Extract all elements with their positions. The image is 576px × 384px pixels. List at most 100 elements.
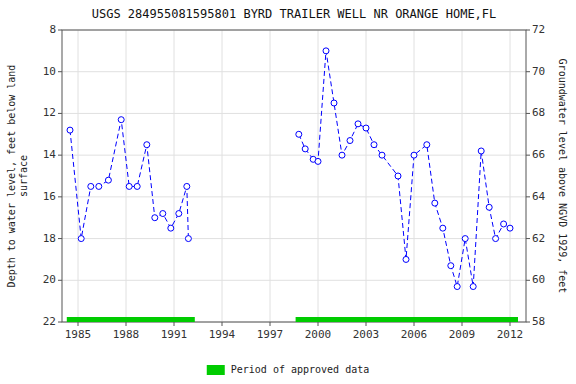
series-point bbox=[315, 158, 321, 164]
y-tick bbox=[58, 280, 62, 281]
series-point bbox=[78, 236, 84, 242]
x-grid-line bbox=[462, 30, 463, 322]
y-tick bbox=[58, 322, 62, 323]
legend-label: Period of approved data bbox=[231, 364, 369, 375]
y-tick-label: 10 bbox=[43, 65, 56, 78]
y-grid-line bbox=[62, 71, 526, 72]
y-tick bbox=[58, 30, 62, 31]
plot-area bbox=[67, 48, 518, 322]
y-tick bbox=[58, 238, 62, 239]
series-point bbox=[432, 200, 438, 206]
y2-tick bbox=[526, 280, 530, 281]
y2-tick-label: 72 bbox=[532, 23, 545, 36]
approved-periods bbox=[67, 317, 518, 322]
x-grid-line bbox=[174, 30, 175, 322]
y-axis-label-line: surface bbox=[18, 155, 29, 197]
y-axis-label: Depth to water level, feet below landsur… bbox=[6, 65, 29, 288]
series-point bbox=[126, 183, 132, 189]
x-tick bbox=[174, 322, 175, 326]
y-tick-label: 18 bbox=[43, 232, 56, 245]
series-point bbox=[363, 125, 369, 131]
y-grid-line bbox=[62, 155, 526, 156]
y2-tick bbox=[526, 155, 530, 156]
x-tick-label: 2012 bbox=[497, 328, 524, 341]
x-tick-label: 2009 bbox=[449, 328, 476, 341]
series-point bbox=[347, 138, 353, 144]
y-tick-label: 22 bbox=[43, 315, 56, 328]
x-tick-label: 1994 bbox=[209, 328, 236, 341]
x-grid-line bbox=[510, 30, 511, 322]
y-tick bbox=[58, 196, 62, 197]
legend-swatch bbox=[207, 365, 225, 375]
series-point bbox=[152, 215, 158, 221]
x-tick-label: 1991 bbox=[161, 328, 188, 341]
x-tick bbox=[126, 322, 127, 326]
series-line bbox=[70, 51, 510, 287]
series-point bbox=[331, 100, 337, 106]
series-point bbox=[355, 121, 361, 127]
x-tick-label: 2003 bbox=[353, 328, 380, 341]
series-point bbox=[323, 48, 329, 54]
series-point bbox=[493, 236, 499, 242]
series-point bbox=[371, 142, 377, 148]
y-tick bbox=[58, 155, 62, 156]
y2-tick-label: 58 bbox=[532, 315, 545, 328]
y2-tick bbox=[526, 196, 530, 197]
series-point bbox=[160, 211, 166, 217]
y-grid-line bbox=[62, 113, 526, 114]
x-tick bbox=[270, 322, 271, 326]
series-point bbox=[339, 152, 345, 158]
x-grid-line bbox=[414, 30, 415, 322]
x-tick-label: 1997 bbox=[257, 328, 284, 341]
series-point bbox=[501, 221, 507, 227]
y-tick bbox=[58, 113, 62, 114]
title: USGS 284955081595801 BYRD TRAILER WELL N… bbox=[92, 7, 497, 21]
y2-axis-label: Groundwater level above NGVD 1929, feet bbox=[557, 59, 568, 294]
series-point bbox=[118, 117, 124, 123]
x-grid-line bbox=[222, 30, 223, 322]
plot-frame bbox=[62, 30, 526, 322]
series-point bbox=[440, 225, 446, 231]
series-point bbox=[379, 152, 385, 158]
y2-tick-label: 66 bbox=[532, 148, 545, 161]
series-point bbox=[105, 177, 111, 183]
y-tick-label: 8 bbox=[49, 23, 56, 36]
y2-tick-label: 70 bbox=[532, 65, 545, 78]
x-grid-line bbox=[318, 30, 319, 322]
x-tick bbox=[366, 322, 367, 326]
series-point bbox=[424, 142, 430, 148]
x-tick-label: 2006 bbox=[401, 328, 428, 341]
series-point bbox=[168, 225, 174, 231]
x-tick-label: 2000 bbox=[305, 328, 332, 341]
x-tick bbox=[414, 322, 415, 326]
x-grid-line bbox=[78, 30, 79, 322]
x-tick bbox=[510, 322, 511, 326]
series-point bbox=[184, 183, 190, 189]
y2-tick-label: 60 bbox=[532, 273, 545, 286]
y-tick-label: 14 bbox=[43, 148, 57, 161]
x-tick bbox=[462, 322, 463, 326]
approved-period-bar bbox=[296, 317, 518, 322]
series-point bbox=[395, 173, 401, 179]
series-point bbox=[411, 152, 417, 158]
x-tick bbox=[318, 322, 319, 326]
series-point bbox=[302, 146, 308, 152]
series-point bbox=[134, 183, 140, 189]
y2-axis: 5860626466687072 bbox=[526, 23, 546, 328]
series-point bbox=[462, 236, 468, 242]
y2-tick bbox=[526, 322, 530, 323]
y2-tick bbox=[526, 71, 530, 72]
approved-period-bar bbox=[67, 317, 195, 322]
series-point bbox=[507, 225, 513, 231]
y-tick-label: 16 bbox=[43, 190, 56, 203]
x-tick bbox=[222, 322, 223, 326]
series-point bbox=[144, 142, 150, 148]
y-axis-label-line: Depth to water level, feet below land bbox=[6, 65, 17, 288]
series-point bbox=[454, 284, 460, 290]
y-grid-line bbox=[62, 196, 526, 197]
x-tick-label: 1985 bbox=[65, 328, 92, 341]
y-grid-line bbox=[62, 280, 526, 281]
x-axis: 1985198819911994199720002003200620092012 bbox=[65, 322, 524, 341]
series-point bbox=[88, 183, 94, 189]
y2-tick bbox=[526, 30, 530, 31]
